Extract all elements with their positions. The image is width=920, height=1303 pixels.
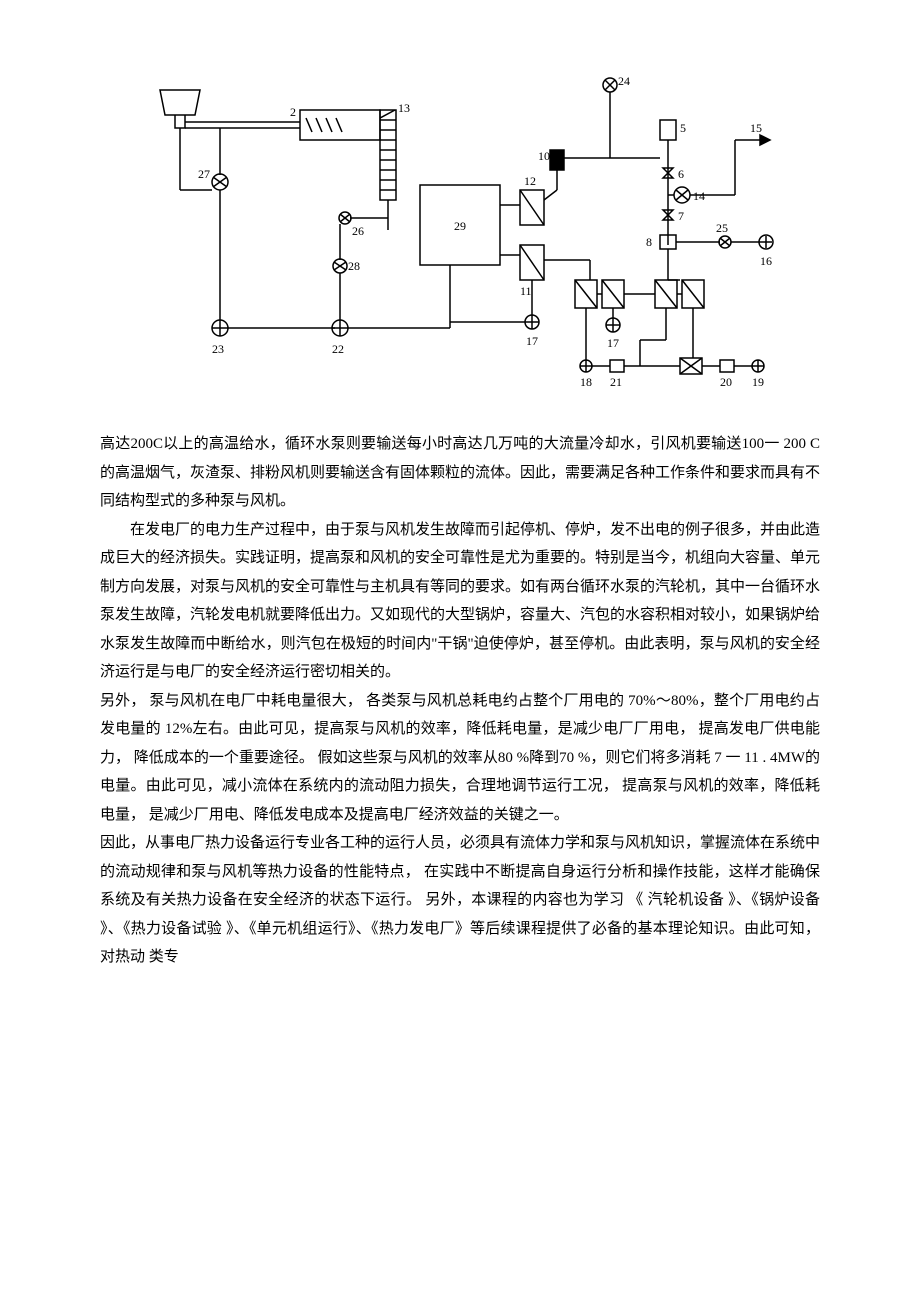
label-29: 29 [454,219,466,233]
power-plant-diagram: 2 13 26 27 [120,60,800,400]
label-20: 20 [720,375,732,389]
label-7: 7 [678,209,684,223]
label-18: 18 [580,375,592,389]
label-23: 23 [212,342,224,356]
label-24: 24 [618,74,630,88]
label-21: 21 [610,375,622,389]
label-27: 27 [198,167,210,181]
label-17a: 17 [526,334,538,348]
label-12: 12 [524,174,536,188]
label-17b: 17 [607,336,619,350]
paragraph-3: 另外， 泵与风机在电厂中耗电量很大， 各类泵与风机总耗电约占整个厂用电的 70%… [100,687,820,830]
label-2: 2 [290,105,296,119]
label-16: 16 [760,254,772,268]
label-25: 25 [716,221,728,235]
label-14: 14 [693,189,705,203]
label-5: 5 [680,121,686,135]
label-19: 19 [752,375,764,389]
label-28: 28 [348,259,360,273]
label-10: 10 [538,149,550,163]
label-26: 26 [352,224,364,238]
label-13: 13 [398,101,410,115]
paragraph-1: 高达200C以上的高温给水，循环水泵则要输送每小时高达几万吨的大流量冷却水，引风… [100,430,820,516]
label-15: 15 [750,121,762,135]
label-22: 22 [332,342,344,356]
diagram-container: 2 13 26 27 [100,60,820,400]
paragraph-2: 在发电厂的电力生产过程中，由于泵与风机发生故障而引起停机、停炉，发不出电的例子很… [100,516,820,687]
paragraph-4: 因此，从事电厂热力设备运行专业各工种的运行人员，必须具有流体力学和泵与风机知识，… [100,829,820,972]
label-8: 8 [646,235,652,249]
label-6: 6 [678,167,684,181]
label-11: 11 [520,284,532,298]
body-text: 高达200C以上的高温给水，循环水泵则要输送每小时高达几万吨的大流量冷却水，引风… [100,430,820,972]
